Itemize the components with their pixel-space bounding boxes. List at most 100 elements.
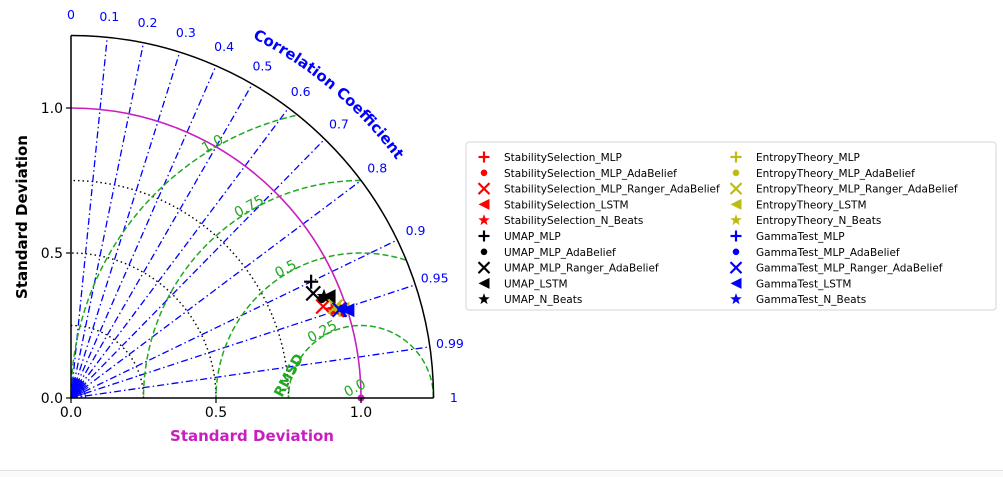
legend-label-umap-mlp-ranger-adabelief: UMAP_MLP_Ranger_AdaBelief	[504, 263, 659, 275]
legend-entry-umap-lstm: UMAP_LSTM	[478, 277, 568, 290]
corr-line-0-8	[70, 179, 362, 399]
labels-layer: Standard Deviation Standard Deviation 0 0…	[13, 7, 464, 445]
legend-entry-stabilityselection-mlp-adabelief: StabilitySelection_MLP_AdaBelief	[480, 168, 677, 180]
y-tick-label-1: 1.0	[41, 101, 63, 117]
rmsd-contour-label-0-5: 0.5	[272, 257, 299, 282]
legend-marker-umap-n-beats-star	[478, 293, 490, 305]
x-axis-title: Standard Deviation	[170, 427, 334, 445]
legend-marker-umap-mlp-ranger-adabelief-b	[477, 261, 491, 274]
data-point-umap-lstm-tri	[321, 289, 336, 304]
legend-label-stabilityselection-n-beats: StabilitySelection_N_Beats	[504, 215, 643, 227]
legend-marker-entropytheory-n-beats-star	[730, 214, 742, 226]
legend-marker-gammatest-mlp	[730, 230, 742, 242]
legend-label-umap-lstm: UMAP_LSTM	[504, 278, 568, 290]
legend-marker-stabilityselection-mlp-ranger-adabelief-b	[477, 182, 491, 195]
rmsd-contour-label-0-25: 0.25	[305, 318, 340, 347]
data-point-gammatest-n-beats-star	[338, 301, 353, 316]
legend-label-stabilityselection-mlp-adabelief: StabilitySelection_MLP_AdaBelief	[504, 168, 677, 180]
legend-marker-entropytheory-mlp-adabelief	[732, 169, 740, 177]
legend-marker-stabilityselection-mlp-ranger-adabelief	[477, 182, 491, 195]
corr-tick-label-0-2: 0.2	[138, 15, 158, 30]
legend-entry-gammatest-n-beats: GammaTest_N_Beats	[730, 293, 866, 306]
corr-tick-label-0-4: 0.4	[214, 39, 234, 54]
axes-layer	[66, 34, 435, 403]
legend-marker-entropytheory-lstm-tri	[730, 198, 742, 210]
data-point-umap-lstm	[321, 289, 336, 304]
legend-entry-stabilityselection-lstm: StabilitySelection_LSTM	[478, 198, 629, 211]
legend-entry-umap-mlp: UMAP_MLP	[478, 230, 561, 243]
legend-marker-gammatest-n-beats	[730, 293, 742, 305]
corr-line-0-4	[70, 65, 217, 399]
data-point-umap-n-beats-star	[316, 288, 332, 303]
legend-label-stabilityselection-lstm: StabilitySelection_LSTM	[504, 199, 629, 211]
legend-frame	[465, 141, 997, 311]
legend-marker-entropytheory-mlp-ranger-adabelief	[729, 182, 743, 195]
std-contour-0-5	[70, 252, 217, 399]
corr-line-0-3	[70, 52, 181, 399]
legend-entry-umap-n-beats: UMAP_N_Beats	[478, 293, 582, 306]
legend-label-entropytheory-mlp: EntropyTheory_MLP	[756, 152, 860, 164]
rmsd-zero-label: 0.0	[342, 376, 369, 401]
legend-marker-umap-mlp	[478, 230, 490, 242]
legend-marker-entropytheory-lstm	[730, 198, 742, 210]
legend-marker-gammatest-n-beats-star	[730, 293, 742, 305]
corr-tick-label-0-3: 0.3	[176, 25, 196, 40]
corr-tick-label-0-6: 0.6	[291, 84, 311, 99]
legend-entry-stabilityselection-mlp: StabilitySelection_MLP	[478, 151, 622, 164]
legend-entry-entropytheory-mlp: EntropyTheory_MLP	[730, 151, 860, 164]
y-axis-title: Standard Deviation	[13, 135, 31, 299]
corr-minor-arc	[70, 387, 82, 399]
legend-entry-gammatest-lstm: GammaTest_LSTM	[730, 277, 851, 290]
rmsd-contour-0-5	[215, 252, 407, 399]
legend-label-entropytheory-mlp-adabelief: EntropyTheory_MLP_AdaBelief	[756, 168, 915, 180]
grid-layer	[70, 37, 435, 402]
corr-line-0-2	[70, 42, 145, 399]
legend-label-stabilityselection-mlp: StabilitySelection_MLP	[504, 152, 622, 164]
legend-marker-gammatest-mlp-ranger-adabelief	[729, 261, 743, 274]
legend-label-gammatest-mlp-ranger-adabelief: GammaTest_MLP_Ranger_AdaBelief	[756, 263, 943, 275]
legend-marker-umap-mlp-adabelief-dot	[480, 248, 488, 256]
x-tick-label-0-5: 0.5	[205, 405, 227, 421]
legend-marker-stabilityselection-mlp-adabelief-dot	[480, 169, 488, 177]
corr-tick-label-0-9: 0.9	[406, 223, 426, 238]
rmsd-contour-0-75	[142, 179, 362, 399]
legend-marker-stabilityselection-mlp-adabelief	[480, 169, 488, 177]
corr-tick-label-0-5: 0.5	[252, 58, 272, 73]
corr-tick-label-0: 0	[67, 7, 75, 22]
legend-marker-gammatest-mlp-adabelief	[732, 248, 740, 256]
std-contour-0-75	[70, 179, 290, 399]
data-point-gammatest-n-beats	[338, 301, 353, 316]
corr-line-0-99	[70, 346, 430, 399]
corr-line-0-5	[70, 83, 253, 399]
legend-marker-gammatest-mlp-adabelief-dot	[732, 248, 740, 256]
x-tick-label-0: 0.0	[60, 405, 82, 421]
legend-label-stabilityselection-mlp-ranger-adabelief: StabilitySelection_MLP_Ranger_AdaBelief	[504, 184, 720, 196]
y-tick-label-0: 0.0	[41, 391, 63, 407]
corr-tick-label-0-1: 0.1	[99, 9, 119, 24]
rmsd-contour-label-1: 1.0	[199, 132, 226, 157]
legend-marker-stabilityselection-n-beats	[478, 214, 490, 226]
legend-label-umap-mlp-adabelief: UMAP_MLP_AdaBelief	[504, 247, 616, 259]
data-point-umap-mlp	[304, 274, 319, 289]
legend-label-entropytheory-lstm: EntropyTheory_LSTM	[756, 199, 867, 211]
x-tick-label-1: 1.0	[350, 405, 372, 421]
rmsd-contour-label-0-75: 0.75	[232, 192, 267, 221]
data-point-umap-mlp-ranger-adabelief-b	[305, 285, 322, 302]
y-tick-label-0-5: 0.5	[41, 246, 63, 262]
legend-marker-umap-lstm-tri	[478, 277, 490, 289]
corr-axis-title-text: Correlation Coefficient	[251, 26, 408, 163]
legend-entry-entropytheory-n-beats: EntropyTheory_N_Beats	[730, 214, 881, 227]
legend-entry-stabilityselection-n-beats: StabilitySelection_N_Beats	[478, 214, 643, 227]
legend-entry-gammatest-mlp: GammaTest_MLP	[730, 230, 845, 243]
legend-marker-entropytheory-n-beats	[730, 214, 742, 226]
legend-marker-stabilityselection-lstm	[478, 198, 490, 210]
outer-arc	[70, 34, 435, 399]
legend-label-entropytheory-mlp-ranger-adabelief: EntropyTheory_MLP_Ranger_AdaBelief	[756, 184, 958, 196]
rmsd-contour-1	[70, 114, 296, 399]
corr-tick-label-1: 1	[450, 390, 458, 405]
legend-entry-umap-mlp-adabelief: UMAP_MLP_AdaBelief	[480, 247, 616, 259]
points-layer	[304, 274, 355, 318]
rmsd-contour-0-25	[287, 324, 435, 399]
corr-line-0-6	[70, 107, 290, 399]
